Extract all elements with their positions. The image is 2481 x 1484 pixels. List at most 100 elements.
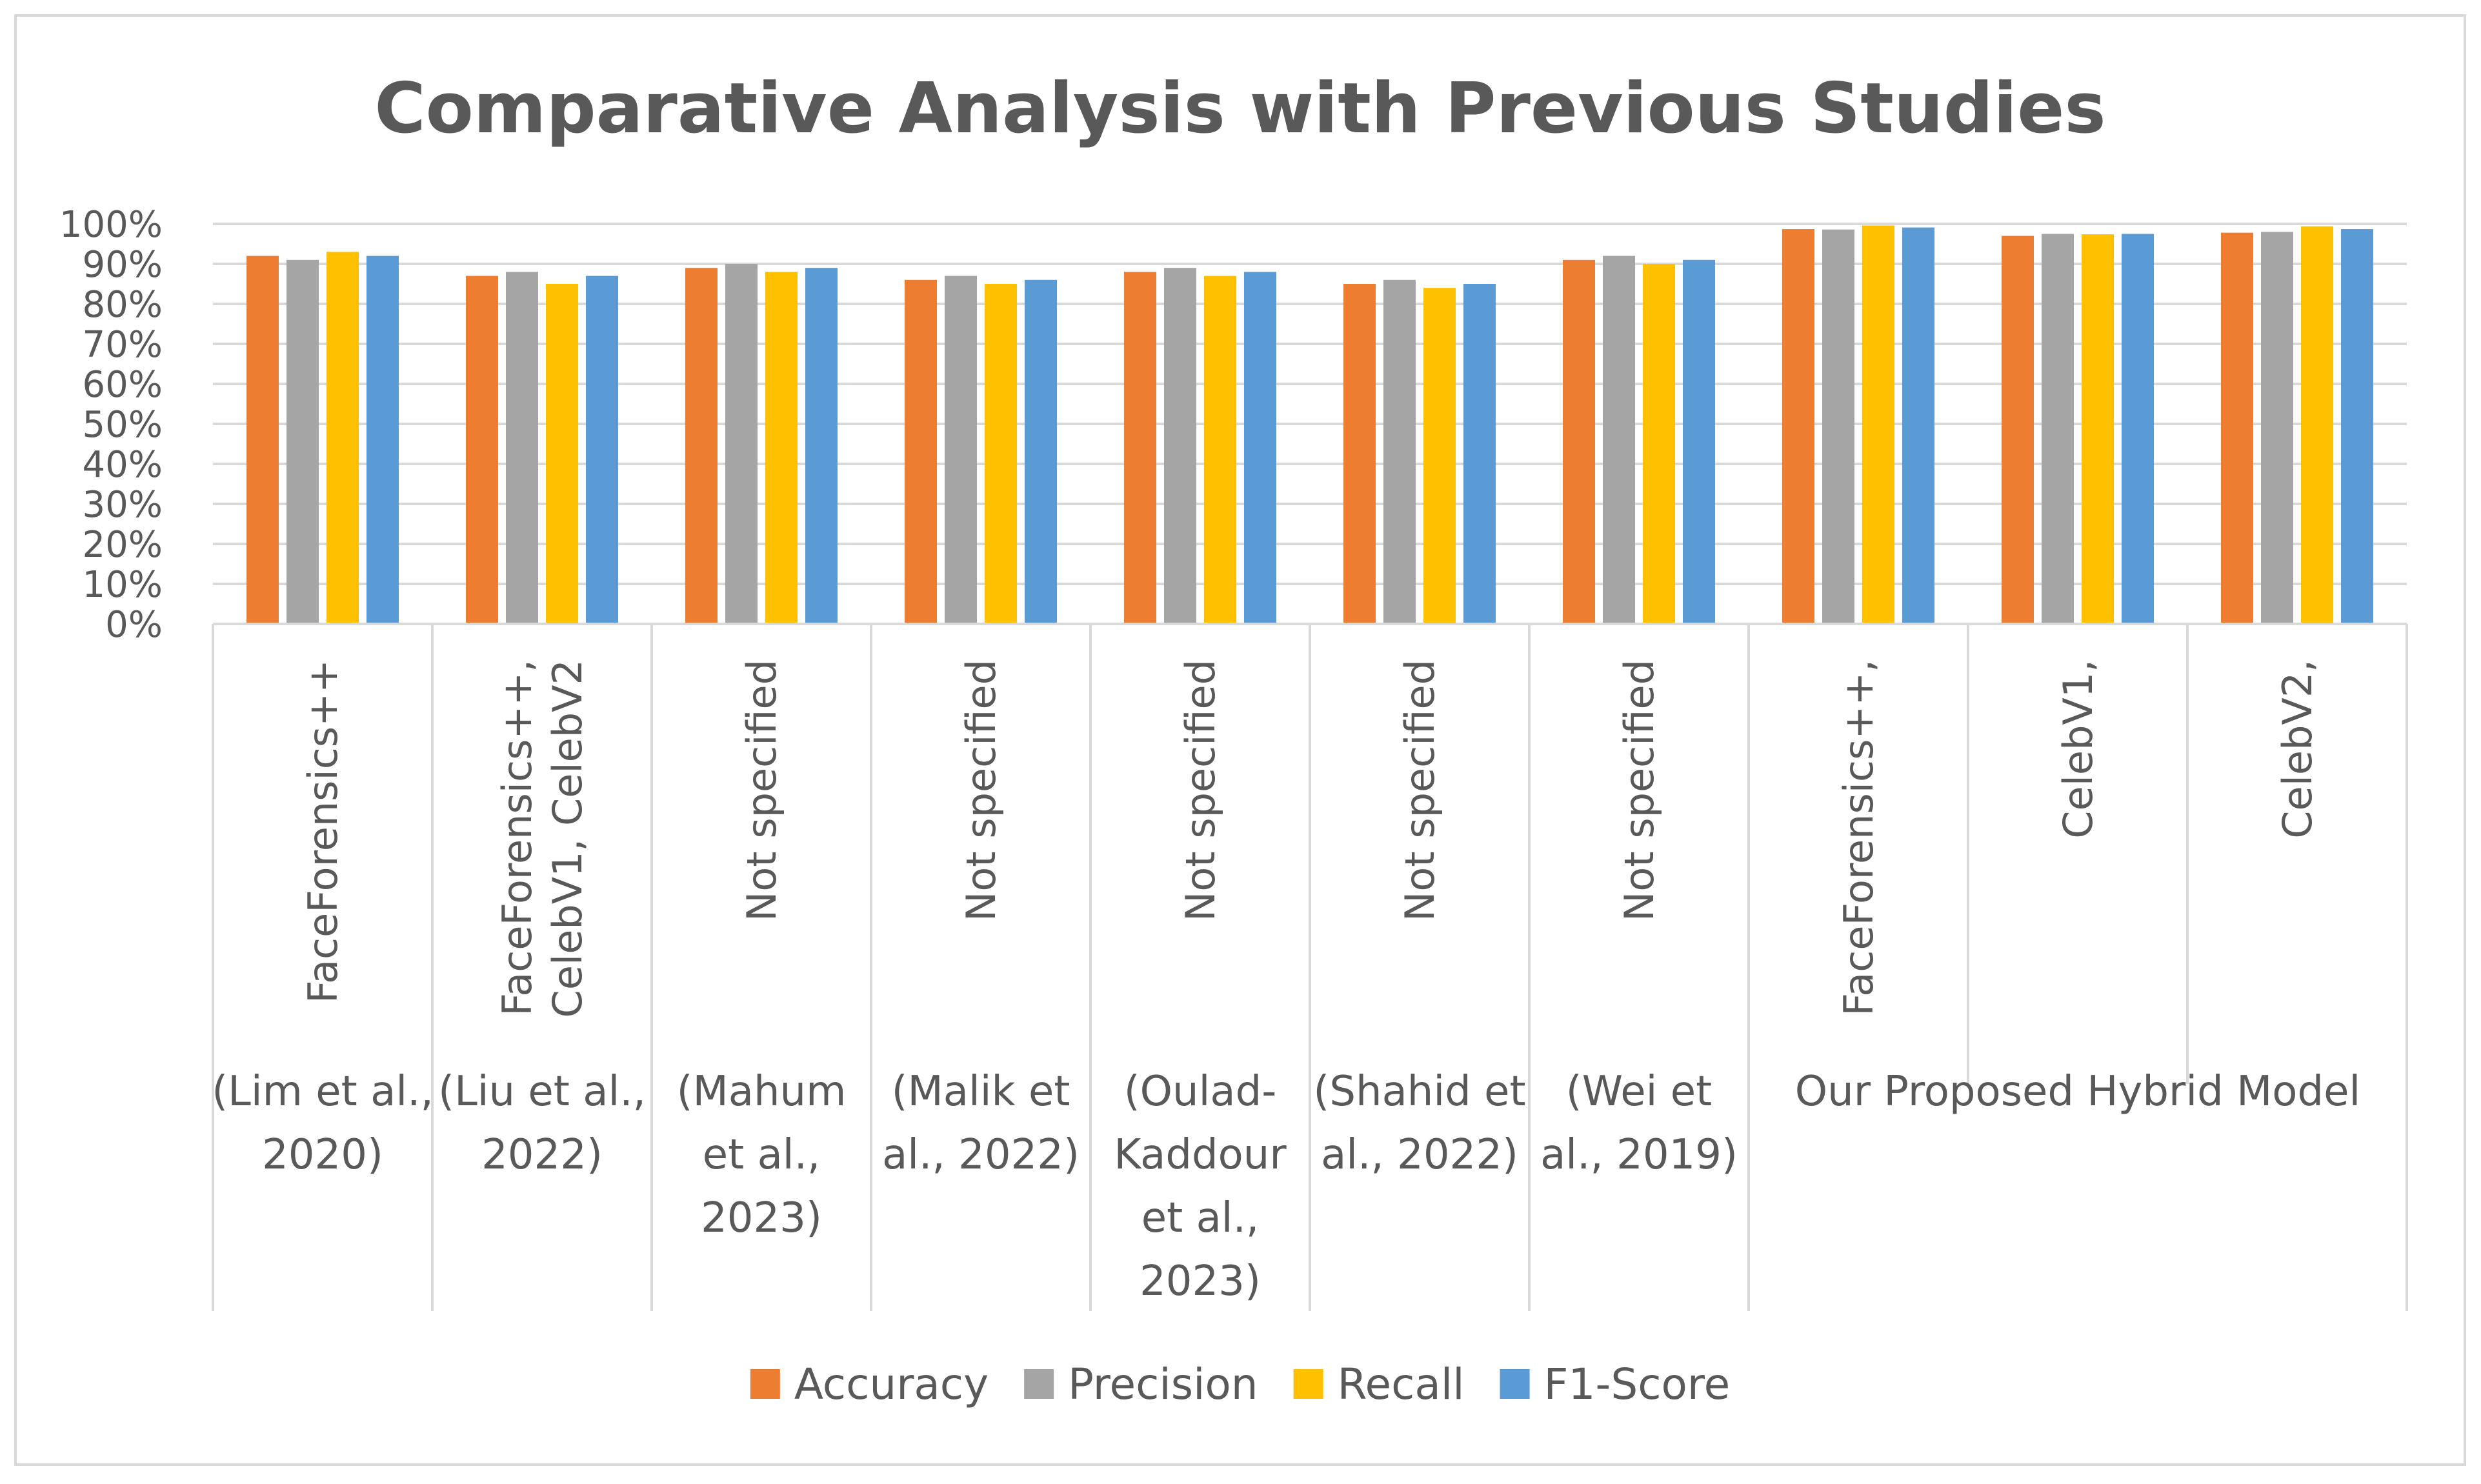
- group-label: (Oulad- Kaddour et al., 2023): [1114, 1068, 1287, 1305]
- y-tick-label: 90%: [83, 244, 163, 286]
- bar-recall: [985, 284, 1017, 624]
- bar-f1-score: [586, 276, 618, 625]
- legend: Accuracy Precision Recall F1-Score: [750, 1359, 1730, 1409]
- group-label-line: 2023): [701, 1194, 822, 1242]
- group-label-line: (Oulad-: [1124, 1068, 1277, 1116]
- x-tick-label: Not specified: [738, 659, 785, 921]
- group-label-line: (Mahum: [677, 1068, 847, 1116]
- bar-recall: [1204, 276, 1236, 625]
- y-tick-label: 70%: [83, 324, 163, 366]
- x-tick-label-line: FaceForensics++: [299, 659, 347, 1003]
- group-label: (Shahid et al., 2022): [1313, 1068, 1525, 1179]
- bar-precision: [506, 272, 538, 624]
- bar-precision: [2261, 232, 2293, 624]
- bar-recall: [326, 252, 359, 624]
- y-tick-label: 10%: [83, 564, 163, 606]
- bar-accuracy: [466, 276, 498, 625]
- group-label-line: Our Proposed Hybrid Model: [1795, 1068, 2360, 1116]
- group-label: (Mahum et al., 2023): [677, 1068, 847, 1242]
- x-tick-label-line: CelebV1, CelebV2: [544, 659, 591, 1018]
- y-tick-label: 80%: [83, 284, 163, 326]
- bar-recall: [2082, 234, 2114, 624]
- legend-swatch-f1-score: [1500, 1369, 1530, 1399]
- bar-f1-score: [1683, 259, 1715, 624]
- x-tick-label: FaceForensics++,CelebV1, CelebV2: [494, 659, 591, 1018]
- bar-precision: [286, 259, 319, 624]
- bar-recall: [1862, 225, 1894, 625]
- group-label-line: al., 2019): [1540, 1131, 1738, 1179]
- group-label-line: al., 2022): [1321, 1131, 1518, 1179]
- group-label-line: (Lim et al.,: [212, 1068, 434, 1116]
- bar-accuracy: [2221, 232, 2253, 624]
- bar-recall: [1643, 264, 1675, 624]
- bar-recall: [546, 284, 578, 624]
- x-tick-label: Not specified: [1177, 659, 1224, 921]
- x-tick-label: FaceForensics++: [299, 659, 347, 1003]
- group-label-line: (Wei et: [1566, 1068, 1712, 1116]
- x-tick-label-line: FaceForensics++,: [1835, 659, 1882, 1016]
- legend-swatch-recall: [1293, 1369, 1323, 1399]
- bar-accuracy: [685, 268, 718, 624]
- bar-accuracy: [1563, 259, 1595, 624]
- bar-accuracy: [1343, 284, 1376, 624]
- bar-f1-score: [1025, 279, 1057, 624]
- group-label: Our Proposed Hybrid Model: [1795, 1068, 2360, 1116]
- x-tick-label-line: CelebV1,: [2054, 659, 2102, 839]
- y-tick-label: 50%: [83, 404, 163, 446]
- x-tick-label-line: CelebV2,: [2274, 659, 2321, 839]
- bar-f1-score: [1463, 284, 1496, 624]
- group-label-line: (Malik et: [892, 1068, 1070, 1116]
- bar-recall: [2301, 226, 2333, 625]
- bar-accuracy: [1782, 229, 1814, 624]
- bar-accuracy: [905, 279, 937, 624]
- x-tick-label-line: FaceForensics++,: [494, 659, 541, 1016]
- legend-swatch-accuracy: [750, 1369, 780, 1399]
- y-tick-label: 0%: [105, 604, 163, 646]
- bar-f1-score: [1244, 272, 1276, 624]
- group-label: (Wei et al., 2019): [1540, 1068, 1738, 1179]
- group-label-line: 2022): [481, 1131, 603, 1179]
- bar-f1-score: [805, 268, 838, 624]
- legend-swatch-precision: [1024, 1369, 1054, 1399]
- bar-precision: [1164, 268, 1196, 624]
- group-label: (Malik et al., 2022): [882, 1068, 1080, 1179]
- x-tick-label: CelebV2,: [2274, 659, 2321, 839]
- bars: [246, 225, 2373, 625]
- bar-accuracy: [2002, 236, 2034, 625]
- bar-precision: [1383, 279, 1416, 624]
- group-label-line: (Liu et al.,: [438, 1068, 646, 1116]
- bar-precision: [725, 264, 758, 624]
- x-tick-label-line: Not specified: [1396, 659, 1443, 921]
- x-tick-label: CelebV1,: [2054, 659, 2102, 839]
- grid-layer: [213, 223, 2407, 585]
- chart-title: Comparative Analysis with Previous Studi…: [374, 68, 2105, 149]
- y-tick-label: 30%: [83, 484, 163, 526]
- bar-f1-score: [1902, 227, 1934, 625]
- legend-label: Accuracy: [794, 1359, 989, 1409]
- bar-accuracy: [246, 256, 279, 625]
- bar-precision: [2042, 234, 2074, 624]
- bar-recall: [765, 272, 798, 624]
- group-label: (Liu et al., 2022): [438, 1068, 646, 1179]
- group-label-line: (Shahid et: [1313, 1068, 1525, 1116]
- x-tick-label-line: Not specified: [1177, 659, 1224, 921]
- x-tick-label: Not specified: [1616, 659, 1663, 921]
- bar-f1-score: [2122, 234, 2154, 624]
- group-label-line: et al.,: [1141, 1194, 1260, 1242]
- y-tick-label: 40%: [83, 444, 163, 486]
- bar-recall: [1423, 288, 1456, 624]
- x-tick-label-line: Not specified: [1616, 659, 1663, 921]
- bar-precision: [945, 276, 977, 625]
- y-tick-label: 20%: [83, 524, 163, 566]
- group-label-line: 2023): [1140, 1258, 1261, 1305]
- group-label-line: et al.,: [703, 1131, 821, 1179]
- bar-precision: [1822, 229, 1854, 624]
- legend-label: Recall: [1338, 1359, 1465, 1409]
- bar-f1-score: [2341, 229, 2373, 624]
- legend-label: F1-Score: [1544, 1359, 1731, 1409]
- group-label: (Lim et al., 2020): [212, 1068, 434, 1179]
- group-label-line: Kaddour: [1114, 1131, 1287, 1179]
- x-tick-label: Not specified: [958, 659, 1005, 921]
- bar-accuracy: [1124, 272, 1156, 624]
